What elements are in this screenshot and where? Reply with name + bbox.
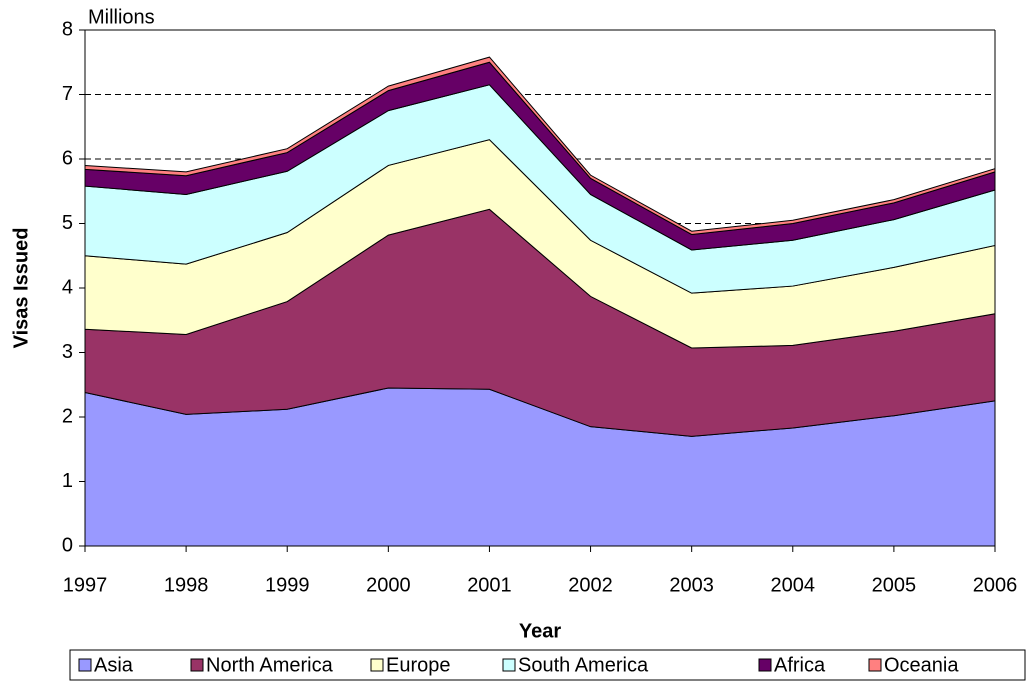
legend-swatch bbox=[78, 658, 92, 672]
y-tick-label: 5 bbox=[62, 212, 73, 234]
x-tick-label: 2002 bbox=[568, 574, 613, 596]
legend-swatch bbox=[370, 658, 384, 672]
legend-swatch bbox=[502, 658, 516, 672]
legend-swatch bbox=[868, 658, 882, 672]
x-tick-label: 2000 bbox=[366, 574, 411, 596]
legend-box bbox=[69, 649, 1026, 681]
y-tick-label: 4 bbox=[62, 276, 73, 298]
y-tick-label: 2 bbox=[62, 405, 73, 427]
y-tick-label: 3 bbox=[62, 341, 73, 363]
legend-label: Africa bbox=[774, 654, 826, 676]
x-tick-label: 2003 bbox=[669, 574, 714, 596]
x-tick-label: 2001 bbox=[467, 574, 512, 596]
legend-label: South America bbox=[518, 654, 649, 676]
x-tick-label: 2005 bbox=[872, 574, 917, 596]
legend-swatch bbox=[190, 658, 204, 672]
y-tick-label: 1 bbox=[62, 470, 73, 492]
legend-label: Europe bbox=[386, 654, 451, 676]
x-tick-label: 1999 bbox=[265, 574, 310, 596]
y-axis-label: Visas Issued bbox=[10, 228, 32, 349]
x-axis-label: Year bbox=[519, 620, 561, 642]
x-tick-label: 2006 bbox=[973, 574, 1018, 596]
legend-label: Asia bbox=[94, 654, 134, 676]
x-tick-label: 1997 bbox=[63, 574, 108, 596]
x-tick-label: 2004 bbox=[771, 574, 816, 596]
legend-swatch bbox=[758, 658, 772, 672]
y-tick-label: 8 bbox=[62, 18, 73, 40]
y-tick-label: 7 bbox=[62, 83, 73, 105]
y-tick-label: 0 bbox=[62, 534, 73, 556]
x-tick-label: 1998 bbox=[164, 574, 209, 596]
y-tick-label: 6 bbox=[62, 147, 73, 169]
unit-label: Millions bbox=[88, 6, 155, 28]
legend-label: Oceania bbox=[884, 654, 959, 676]
legend-label: North America bbox=[206, 654, 334, 676]
